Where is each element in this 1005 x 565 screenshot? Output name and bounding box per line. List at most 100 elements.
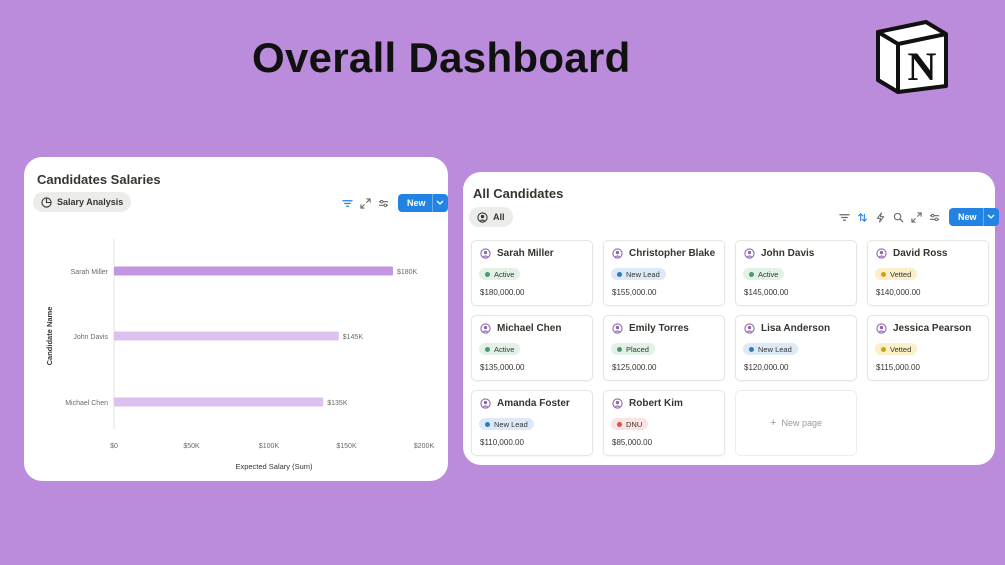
all-view-tab[interactable]: All <box>469 207 513 227</box>
salary-bar-chart: Sarah Miller $180K John Davis $145K Michael … <box>45 239 434 471</box>
candidate-salary: $115,000.00 <box>876 363 920 372</box>
salary-analysis-view-tab[interactable]: Salary Analysis <box>33 192 132 212</box>
status-label: Vetted <box>890 344 912 354</box>
bar <box>114 331 339 341</box>
notion-logo: N <box>876 20 948 94</box>
candidate-name: David Ross <box>893 248 948 259</box>
candidate-name: Emily Torres <box>629 323 689 334</box>
candidate-card[interactable]: Lisa Anderson New Lead $120,000.00 <box>735 315 857 381</box>
person-circle-icon <box>876 248 887 259</box>
search-icon[interactable] <box>893 212 904 223</box>
candidate-name-row: Robert Kim <box>612 398 683 409</box>
bar <box>114 397 324 407</box>
status-dot <box>485 271 490 277</box>
new-page-button[interactable]: + New page <box>735 390 857 456</box>
person-circle-icon <box>612 398 623 409</box>
status-badge: New Lead <box>743 343 798 355</box>
person-circle-icon <box>612 323 623 334</box>
person-circle-icon <box>744 323 755 334</box>
category-label: Michael Chen <box>65 400 108 407</box>
new-button-label: New <box>958 212 977 222</box>
candidate-name: Michael Chen <box>497 323 562 334</box>
person-circle-icon <box>744 248 755 259</box>
candidate-salary: $110,000.00 <box>480 438 524 447</box>
status-dot <box>485 421 490 427</box>
status-label: New Lead <box>758 344 792 354</box>
person-circle-icon <box>480 248 491 259</box>
status-dot <box>881 346 886 352</box>
new-page-label: New page <box>781 418 822 428</box>
candidate-salary: $135,000.00 <box>480 363 525 372</box>
status-badge: DNU <box>611 418 649 430</box>
view-label: All <box>493 212 505 222</box>
sliders-icon[interactable] <box>929 212 940 223</box>
candidate-card[interactable]: Amanda Foster New Lead $110,000.00 <box>471 390 593 456</box>
svg-text:N: N <box>908 44 937 89</box>
person-circle-icon <box>480 323 491 334</box>
category-label: John Davis <box>73 334 108 341</box>
sort-icon[interactable] <box>857 212 868 223</box>
salaries-card-title: Candidates Salaries <box>37 172 161 187</box>
sliders-icon[interactable] <box>378 198 389 209</box>
bar-value-label: $145K <box>343 334 364 341</box>
status-label: Placed <box>626 344 649 354</box>
expand-icon[interactable] <box>911 211 922 223</box>
filter-icon[interactable] <box>342 198 353 209</box>
candidate-card[interactable]: Emily Torres Placed $125,000.00 <box>603 315 725 381</box>
status-label: Active <box>494 269 515 279</box>
candidate-card[interactable]: Christopher Blake New Lead $155,000.00 <box>603 240 725 306</box>
person-circle-icon <box>876 323 887 334</box>
status-badge: Active <box>479 268 521 280</box>
candidate-name: Jessica Pearson <box>893 323 972 334</box>
expand-icon[interactable] <box>360 197 371 209</box>
view-label: Salary Analysis <box>57 197 124 207</box>
candidate-name-row: John Davis <box>744 248 814 259</box>
chevron-down-icon[interactable] <box>982 208 999 226</box>
new-button[interactable]: New <box>398 194 448 212</box>
candidate-name-row: Lisa Anderson <box>744 323 830 334</box>
candidates-toolbar: New <box>839 208 999 226</box>
page-title: Overall Dashboard <box>252 34 631 81</box>
candidate-card[interactable]: Robert Kim DNU $85,000.00 <box>603 390 725 456</box>
candidates-card-title: All Candidates <box>473 186 564 201</box>
candidate-name-row: Emily Torres <box>612 323 689 334</box>
candidate-salary: $120,000.00 <box>744 363 789 372</box>
candidate-card[interactable]: Jessica Pearson Vetted $115,000.00 <box>867 315 989 381</box>
y-axis-title: Candidate Name <box>45 307 54 366</box>
candidate-name-row: Jessica Pearson <box>876 323 971 334</box>
status-badge: Active <box>743 268 785 280</box>
lightning-icon[interactable] <box>875 211 886 223</box>
plus-icon: + <box>770 417 777 429</box>
status-dot <box>881 271 886 277</box>
status-dot <box>617 271 622 277</box>
candidate-card[interactable]: Michael Chen Active $135,000.00 <box>471 315 593 381</box>
candidate-salary: $145,000.00 <box>744 288 789 297</box>
candidate-name: Lisa Anderson <box>761 323 831 334</box>
candidate-card[interactable]: John Davis Active $145,000.00 <box>735 240 857 306</box>
candidate-name: John Davis <box>761 248 815 259</box>
status-label: Vetted <box>890 269 912 279</box>
candidate-name-row: Michael Chen <box>480 323 561 334</box>
candidate-name: Sarah Miller <box>497 248 554 259</box>
status-badge: Active <box>479 343 521 355</box>
person-circle-icon <box>480 398 491 409</box>
candidate-card[interactable]: Sarah Miller Active $180,000.00 <box>471 240 593 306</box>
salaries-toolbar: New <box>342 194 448 212</box>
bar-value-label: $135K <box>327 400 348 407</box>
status-dot <box>485 346 490 352</box>
candidate-salary: $125,000.00 <box>612 363 657 372</box>
candidate-card[interactable]: David Ross Vetted $140,000.00 <box>867 240 989 306</box>
category-label: Sarah Miller <box>71 269 109 276</box>
candidate-name-row: David Ross <box>876 248 947 259</box>
chevron-down-icon[interactable] <box>431 194 448 212</box>
status-badge: New Lead <box>479 418 534 430</box>
x-axis-title: Expected Salary (Sum) <box>235 462 313 471</box>
status-label: New Lead <box>494 419 528 429</box>
x-tick-label: $100K <box>259 443 280 450</box>
status-label: Active <box>758 269 779 279</box>
filter-icon[interactable] <box>839 212 850 223</box>
candidate-name-row: Amanda Foster <box>480 398 570 409</box>
new-button[interactable]: New <box>949 208 999 226</box>
new-button-label: New <box>407 198 426 208</box>
status-badge: Vetted <box>875 343 918 355</box>
